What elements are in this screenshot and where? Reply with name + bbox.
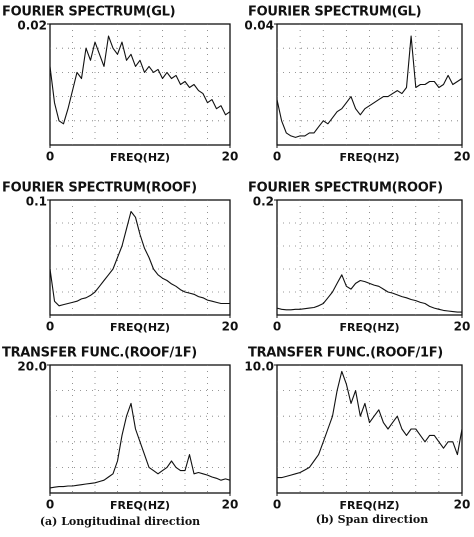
x-tick-label: 20	[454, 498, 471, 512]
chart-title: FOURIER SPECTRUM(GL)	[248, 5, 421, 20]
x-axis-label: FREQ(HZ)	[339, 151, 399, 164]
x-tick-label: 0	[273, 498, 281, 512]
caption: (b) Span direction	[316, 513, 428, 526]
chart-title: FOURIER SPECTRUM(ROOF)	[2, 181, 197, 196]
x-axis-label: FREQ(HZ)	[110, 499, 170, 512]
x-axis-label: FREQ(HZ)	[339, 321, 399, 334]
x-tick-label: 20	[222, 320, 239, 334]
x-tick-label: 0	[273, 150, 281, 164]
x-tick-label: 0	[46, 498, 54, 512]
y-tick-label: 0.04	[244, 19, 274, 33]
y-tick-label: 20.0	[17, 360, 47, 374]
y-tick-label: 0.2	[253, 195, 274, 209]
y-tick-label: 10.0	[244, 360, 274, 374]
chart-title: TRANSFER FUNC.(ROOF/1F)	[2, 346, 197, 361]
x-tick-label: 0	[273, 320, 281, 334]
x-axis-label: FREQ(HZ)	[110, 321, 170, 334]
chart-title: FOURIER SPECTRUM(GL)	[2, 5, 175, 20]
y-tick-label: 0.02	[17, 19, 47, 33]
chart-title: TRANSFER FUNC.(ROOF/1F)	[248, 346, 443, 361]
x-axis-label: FREQ(HZ)	[339, 499, 399, 512]
chart-title: FOURIER SPECTRUM(ROOF)	[248, 181, 443, 196]
x-tick-label: 0	[46, 320, 54, 334]
spectrum-line	[276, 274, 462, 313]
spectrum-line	[49, 402, 231, 489]
spectrum-line	[276, 35, 463, 138]
x-axis-label: FREQ(HZ)	[110, 151, 170, 164]
spectrum-line	[49, 35, 231, 125]
spectrum-line	[49, 210, 230, 307]
spectrum-line	[277, 370, 463, 479]
caption: (a) Longitudinal direction	[40, 515, 200, 528]
x-tick-label: 0	[46, 150, 54, 164]
y-tick-label: 0.1	[26, 195, 47, 209]
plot-frame	[276, 199, 463, 316]
x-tick-label: 20	[222, 150, 239, 164]
x-tick-label: 20	[454, 320, 471, 334]
x-tick-label: 20	[454, 150, 471, 164]
x-tick-label: 20	[222, 498, 239, 512]
